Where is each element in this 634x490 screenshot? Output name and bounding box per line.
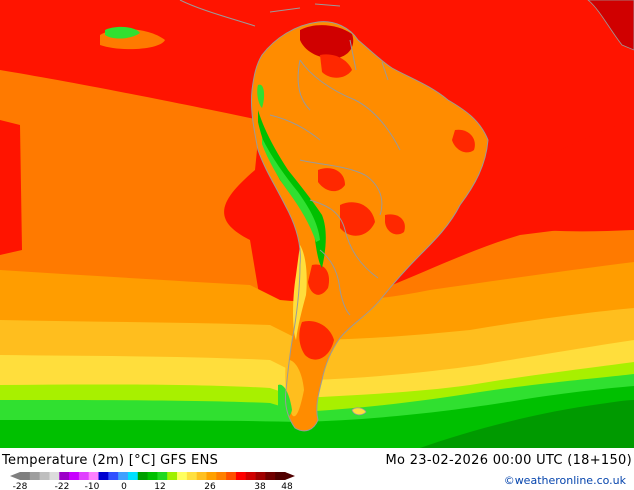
- legend-swatch: [118, 472, 129, 480]
- caribbean-islands: [269, 3, 341, 13]
- legend-swatch: [88, 472, 99, 480]
- map-footer: Temperature (2m) [°C] GFS ENS Mo 23-02-2…: [0, 448, 634, 490]
- bolivia-hot-zone: [318, 168, 345, 192]
- legend-swatch: [226, 472, 237, 480]
- legend-swatch: [137, 472, 148, 480]
- legend-tick-label: 48: [281, 482, 293, 490]
- legend-swatch: [98, 472, 109, 480]
- legend-color-bar: [10, 472, 295, 480]
- temperature-map: [0, 0, 634, 448]
- legend-tick-label: 26: [204, 482, 216, 490]
- pacific-green-patch: [105, 26, 140, 39]
- venezuela-hot-zone: [300, 25, 354, 59]
- africa-coast-corner: [587, 0, 634, 51]
- legend-swatch: [78, 472, 90, 480]
- legend-swatch: [265, 472, 276, 480]
- legend-swatch: [49, 472, 60, 480]
- guiana-hot-zone: [320, 54, 352, 78]
- legend-swatch: [167, 472, 178, 480]
- credit-link[interactable]: ©weatheronline.co.uk: [503, 474, 626, 487]
- legend-tick-label: -28: [13, 482, 28, 490]
- legend-swatch: [147, 472, 158, 480]
- legend-tick-labels: -28 -22 -10 0 12 26 38 48: [13, 482, 293, 490]
- legend-swatch: [29, 472, 41, 480]
- legend-swatch: [275, 472, 286, 480]
- legend-tick-label: -10: [85, 482, 100, 490]
- paraguay-hot-zone: [340, 202, 375, 236]
- legend-swatch: [127, 472, 139, 480]
- falkland-islands: [351, 407, 367, 416]
- legend-tick-label: 0: [121, 482, 127, 490]
- legend-swatch: [39, 472, 50, 480]
- legend-swatch: [108, 472, 119, 480]
- brazil-south-hot: [385, 214, 405, 235]
- ocean-dark-green-band: [420, 400, 634, 448]
- legend-left-arrow: [10, 472, 20, 480]
- legend-swatch: [196, 472, 207, 480]
- legend-tick-label: 38: [254, 482, 266, 490]
- patagonia-green-tip: [278, 384, 292, 418]
- legend-swatch: [177, 472, 188, 480]
- legend-swatch: [245, 472, 256, 480]
- chaco-hot-zone: [308, 264, 330, 295]
- color-legend: -28 -22 -10 0 12 26 38 48: [10, 472, 295, 490]
- pampas-hot-zone: [299, 320, 334, 360]
- northeast-brazil-hot: [452, 129, 475, 153]
- legend-swatch: [69, 472, 80, 480]
- ocean-red-west-edge: [0, 120, 22, 255]
- legend-swatch: [216, 472, 227, 480]
- legend-swatch: [157, 472, 168, 480]
- legend-swatch: [59, 472, 70, 480]
- legend-swatch: [235, 472, 247, 480]
- legend-swatch: [206, 472, 217, 480]
- country-borders: [251, 21, 489, 432]
- andes-north-green: [257, 84, 265, 108]
- legend-tick-label: -22: [55, 482, 70, 490]
- legend-tick-label: 12: [154, 482, 165, 490]
- valid-time: Mo 23-02-2026 00:00 UTC (18+150): [385, 453, 632, 468]
- ocean-tropical-red-east: [520, 120, 634, 232]
- legend-swatch: [20, 472, 31, 480]
- legend-swatch: [255, 472, 266, 480]
- central-america-coast: [179, 0, 256, 27]
- legend-swatch: [186, 472, 198, 480]
- legend-right-arrow: [285, 472, 295, 480]
- andes-light-green-edge: [262, 138, 320, 242]
- map-title: Temperature (2m) [°C] GFS ENS: [2, 453, 219, 468]
